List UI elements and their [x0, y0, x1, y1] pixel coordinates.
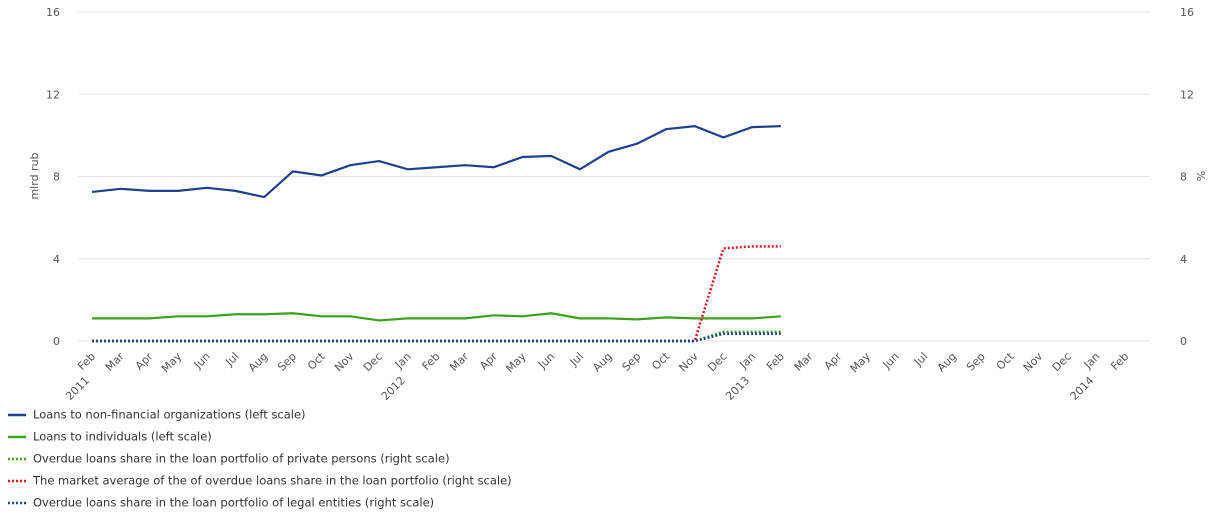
legend-label: The market average of the of overdue loa… — [32, 474, 512, 488]
x-tick-label: Sep — [620, 350, 644, 374]
x-tick-label: Apr — [477, 350, 500, 373]
legend-item: Overdue loans share in the loan portfoli… — [8, 452, 450, 466]
x-tick-label: Feb — [420, 350, 443, 373]
y-tick-label: 0 — [53, 335, 60, 348]
legend-item: Overdue loans share in the loan portfoli… — [8, 496, 434, 510]
x-tick-label: Feb — [75, 350, 98, 373]
x-tick-label: Oct — [994, 349, 1017, 372]
y-tick-label: 4 — [53, 253, 60, 266]
legend-label: Overdue loans share in the loan portfoli… — [33, 452, 450, 466]
x-tick-label: Mar — [792, 350, 816, 374]
x-tick-label: Jan — [736, 350, 758, 372]
y2-tick-label: 8 — [1180, 171, 1187, 184]
x-tick-label: Dec — [361, 350, 385, 374]
x-tick-label: Aug — [935, 350, 959, 374]
x-tick-label: May — [848, 350, 874, 376]
x-tick-label: Nov — [676, 350, 701, 375]
legend-item: Loans to individuals (left scale) — [8, 430, 212, 444]
x-tick-label: Feb — [1108, 350, 1131, 373]
x-tick-label: Oct — [305, 349, 328, 372]
x-year-label: 2014 — [1068, 374, 1097, 403]
y-axis-title: mlrd rub — [28, 152, 41, 199]
series-line — [92, 332, 781, 343]
x-tick-label: Jun — [191, 350, 213, 372]
y2-tick-label: 0 — [1180, 335, 1187, 348]
y2-tick-label: 16 — [1180, 6, 1194, 19]
series-line — [92, 330, 781, 343]
x-tick-label: Oct — [649, 349, 672, 372]
x-tick-label: Nov — [1021, 350, 1046, 375]
x-tick-label: May — [159, 350, 185, 376]
x-tick-label: Mar — [103, 350, 127, 374]
x-tick-label: Dec — [1050, 350, 1074, 374]
x-tick-label: Jul — [911, 350, 930, 369]
y2-tick-label: 12 — [1180, 88, 1194, 101]
x-tick-label: Apr — [133, 350, 156, 373]
x-tick-label: Apr — [822, 350, 845, 373]
legend-label: Overdue loans share in the loan portfoli… — [33, 496, 434, 510]
x-tick-label: Jan — [392, 350, 414, 372]
x-tick-label: Aug — [246, 350, 270, 374]
x-tick-label: Sep — [964, 350, 988, 374]
x-year-label: 2013 — [723, 374, 752, 403]
x-tick-label: Nov — [332, 350, 357, 375]
y-tick-label: 16 — [46, 6, 60, 19]
series-line — [92, 245, 781, 343]
x-year-label: 2011 — [63, 374, 92, 403]
x-tick-label: Sep — [275, 350, 299, 374]
x-tick-label: May — [503, 350, 529, 376]
series-line — [92, 312, 781, 322]
y2-tick-label: 4 — [1180, 253, 1187, 266]
x-tick-label: Jul — [222, 350, 241, 369]
x-year-label: 2012 — [379, 374, 408, 403]
series-line — [91, 124, 781, 199]
y2-axis-title: % — [1194, 171, 1207, 181]
legend-label: Loans to individuals (left scale) — [33, 430, 212, 444]
x-tick-label: Feb — [764, 350, 787, 373]
x-tick-label: Jun — [535, 350, 557, 372]
x-tick-label: Dec — [705, 350, 729, 374]
x-tick-label: Aug — [590, 350, 614, 374]
y-tick-label: 8 — [53, 171, 60, 184]
y-tick-label: 12 — [46, 88, 60, 101]
legend-item: Loans to non-financial organizations (le… — [8, 408, 306, 422]
x-tick-label: Mar — [447, 350, 471, 374]
legend-label: Loans to non-financial organizations (le… — [33, 408, 306, 422]
legend-item: The market average of the of overdue loa… — [8, 474, 512, 488]
x-tick-label: Jun — [880, 350, 902, 372]
x-tick-label: Jan — [1081, 350, 1103, 372]
x-tick-label: Jul — [567, 350, 586, 369]
